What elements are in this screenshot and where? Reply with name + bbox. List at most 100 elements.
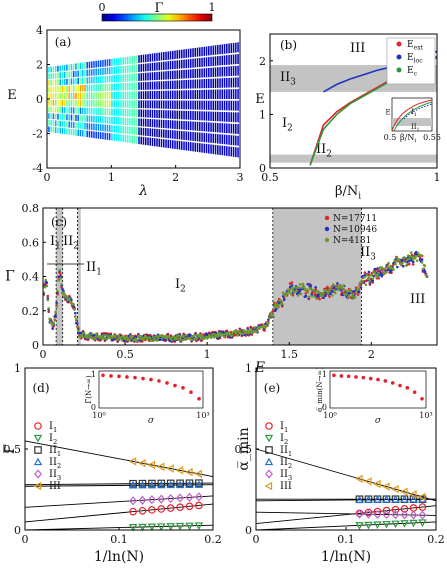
data-point <box>166 480 175 489</box>
data-point <box>200 337 203 341</box>
data-point <box>222 335 226 338</box>
legend-label-c: N=4181 <box>333 236 371 246</box>
ylabel-d: Γ̅ <box>2 444 18 454</box>
data-point <box>383 267 386 271</box>
data-point <box>147 460 156 470</box>
inset-point-d <box>133 375 137 380</box>
data-point <box>356 293 360 296</box>
data-point <box>172 335 176 339</box>
data-point <box>235 330 239 333</box>
data-point <box>236 333 240 337</box>
data-point <box>138 479 147 488</box>
data-point <box>267 322 270 325</box>
data-point <box>273 305 276 308</box>
inset-ytick-d: 1 <box>91 370 96 379</box>
data-point <box>90 332 94 336</box>
data-point <box>74 315 77 319</box>
data-point <box>185 467 193 477</box>
data-point <box>69 300 72 303</box>
inset-point-e <box>361 375 366 380</box>
data-point <box>120 338 123 342</box>
data-point <box>310 294 314 298</box>
data-point <box>378 270 382 273</box>
inset-label-b: II1 <box>411 123 420 133</box>
data-point <box>243 329 247 333</box>
data-point <box>313 292 317 296</box>
data-point <box>382 482 390 491</box>
data-point <box>304 292 308 295</box>
data-point <box>93 336 97 340</box>
data-point <box>419 254 423 257</box>
data-point <box>166 479 175 488</box>
data-point <box>353 295 357 299</box>
ylabel-e: α̅_min <box>236 427 252 470</box>
data-point <box>194 492 203 502</box>
data-point <box>238 329 242 332</box>
data-point <box>166 523 175 531</box>
legend-label-d: I1 <box>49 421 57 434</box>
data-point <box>425 274 429 278</box>
data-point <box>138 334 141 338</box>
data-point <box>302 285 306 288</box>
xtick-label-e: 0 <box>253 533 260 546</box>
region-label-b: II3 <box>280 70 296 88</box>
ytick-label-c: 0.4 <box>22 271 40 284</box>
data-point <box>391 520 400 529</box>
data-point <box>394 262 397 266</box>
data-point <box>327 291 330 295</box>
data-point <box>418 503 427 511</box>
data-point <box>155 339 159 342</box>
data-point <box>105 337 109 341</box>
data-point <box>414 254 418 258</box>
data-point <box>46 294 50 298</box>
data-point <box>125 336 128 339</box>
legend-label-e: II3 <box>280 469 292 482</box>
data-point <box>131 335 134 338</box>
data-point <box>341 287 344 290</box>
data-point <box>406 260 409 264</box>
data-point <box>318 297 321 301</box>
data-point <box>59 277 62 280</box>
ytick-label-e: 0 <box>245 524 252 537</box>
data-point <box>181 338 184 342</box>
data-point <box>159 334 163 338</box>
inset-xtick-e: 10⁰ <box>323 411 336 420</box>
data-point <box>388 266 391 270</box>
region-label-b: I2 <box>282 116 293 134</box>
data-point <box>194 480 204 488</box>
data-point <box>76 322 79 326</box>
legend-marker-d <box>34 422 42 430</box>
data-point <box>54 310 57 314</box>
ytick-label-c: 0.8 <box>22 202 40 215</box>
xtick-label-c: 1 <box>204 348 211 361</box>
data-point <box>195 337 198 341</box>
data-point <box>185 492 194 502</box>
data-point <box>290 286 294 290</box>
data-point <box>157 479 166 488</box>
region-label-c: I1 <box>50 234 61 252</box>
data-point <box>336 282 339 285</box>
data-point <box>43 285 47 289</box>
data-point <box>319 294 322 297</box>
data-point <box>185 480 194 489</box>
data-point <box>365 274 369 277</box>
colorbar-min-label: 0 <box>99 1 106 14</box>
data-point <box>289 292 293 296</box>
data-point <box>418 492 426 502</box>
inset-label-b: I1 <box>411 108 417 118</box>
data-point <box>391 505 400 514</box>
ylabel-b: E <box>255 92 265 107</box>
inset-point-e <box>332 373 336 378</box>
panel-label-a: (a) <box>55 35 72 49</box>
data-point <box>409 510 418 520</box>
xtick-label-d: 0.2 <box>204 533 222 546</box>
inset-line-b <box>391 99 433 132</box>
data-point <box>148 479 156 488</box>
data-point <box>293 286 297 289</box>
legend-label-e: III <box>280 481 292 492</box>
data-point <box>393 259 396 263</box>
region-b <box>270 154 437 163</box>
ytick-label-a: 0 <box>36 93 43 106</box>
